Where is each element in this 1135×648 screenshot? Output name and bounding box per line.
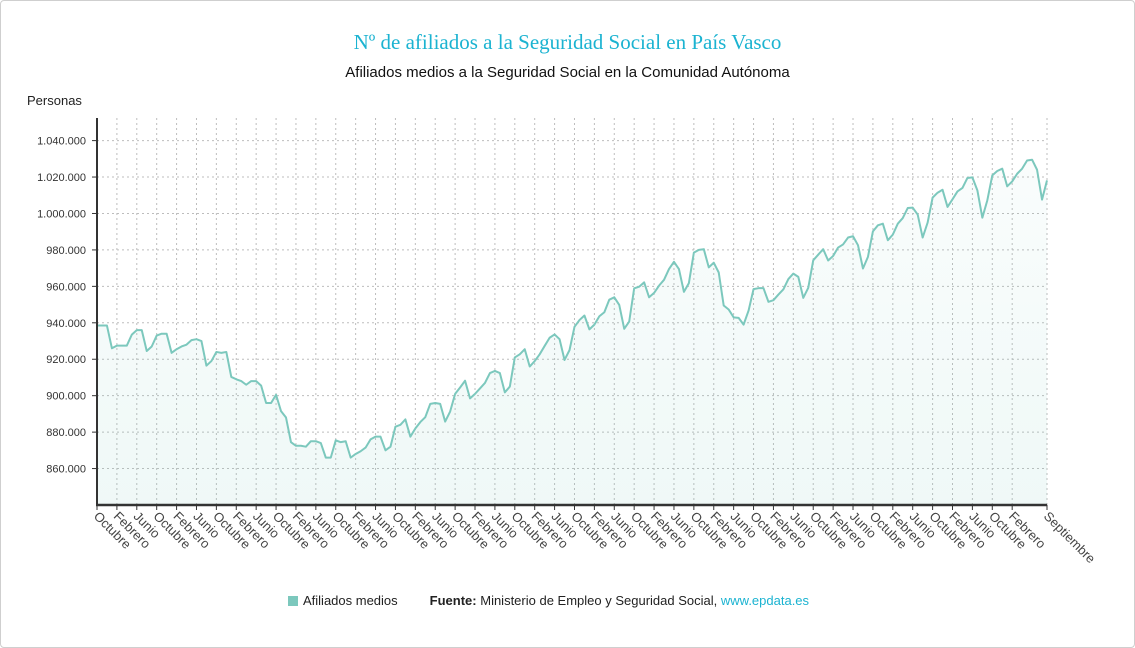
legend-swatch — [288, 595, 298, 606]
y-tick-label: 900.000 — [46, 391, 86, 403]
area-fill — [97, 159, 1047, 506]
y-tick-labels: 860.000 880.000 900.000 920.000 940.000 960.0… — [37, 136, 86, 476]
y-tick-label: 1.020.000 — [37, 172, 86, 184]
chart-subtitle: Afiliados medios a la Seguridad Social e… — [345, 64, 790, 81]
y-tick-label: 980.000 — [46, 245, 86, 257]
y-tick-label: 920.000 — [46, 354, 86, 366]
series-afiliados-medios — [97, 158, 1048, 506]
y-tick-label: 880.000 — [46, 427, 86, 439]
source-note: Fuente: Ministerio de Empleo y Seguridad… — [430, 593, 809, 608]
y-tick-label: 940.000 — [46, 318, 86, 330]
source-link[interactable]: www.epdata.es — [720, 593, 810, 608]
y-tick-label: 960.000 — [46, 281, 86, 293]
legend: Afiliados medios Fuente: Ministerio de E… — [288, 593, 809, 608]
y-tick-label: 1.040.000 — [37, 136, 86, 148]
axes — [92, 118, 1048, 510]
series-line — [97, 158, 1048, 459]
y-axis-label: Personas — [27, 93, 82, 108]
chart-title: Nº de afiliados a la Seguridad Social en… — [353, 30, 782, 54]
y-tick-label: 860.000 — [46, 464, 86, 476]
x-tick-labels: OctubreFebreroJunioOctubreFebreroJunioOc… — [91, 509, 1099, 567]
x-tick-label: Septiembre — [1041, 509, 1099, 567]
source-prefix: Fuente: — [429, 593, 477, 608]
legend-label[interactable]: Afiliados medios — [303, 593, 398, 608]
y-tick-label: 1.000.000 — [37, 208, 86, 220]
source-text: Ministerio de Empleo y Seguridad Social, — [480, 593, 718, 608]
